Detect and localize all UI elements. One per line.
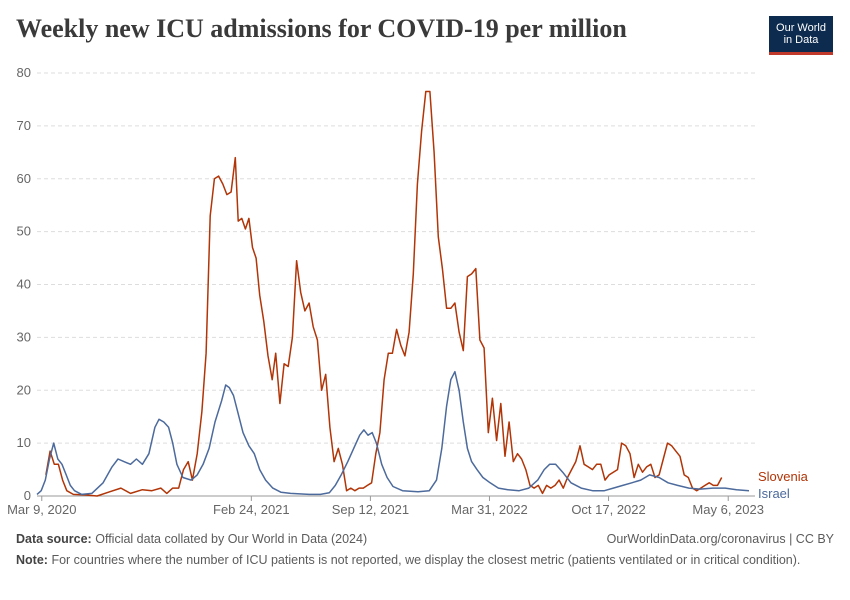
note-label: Note: <box>16 553 48 567</box>
y-tick-label-70: 70 <box>17 118 31 133</box>
x-axis: Mar 9, 2020 Feb 24, 2021 Sep 12, 2021 Mar 3… <box>7 495 764 517</box>
y-tick-label-50: 50 <box>17 224 31 239</box>
slovenia-line[interactable] <box>45 90 723 497</box>
logo-line-1: Our World <box>776 22 826 34</box>
slovenia-series-label[interactable]: Slovenia <box>758 469 809 484</box>
y-tick-label-0: 0 <box>24 488 31 503</box>
x-tick-label-0: Mar 9, 2020 <box>7 502 76 517</box>
source-line: Data source: Official data collated by O… <box>16 532 834 546</box>
y-tick-label-60: 60 <box>17 171 31 186</box>
x-tick-label-3: Mar 31, 2022 <box>451 502 528 517</box>
line-chart[interactable]: 0 10 20 30 40 50 60 70 80 Mar 9, 2020 Feb 24, 202… <box>0 0 850 525</box>
x-tick-label-5: May 6, 2023 <box>692 502 764 517</box>
series-labels[interactable]: Slovenia Israel <box>758 469 809 501</box>
note: Note: For countries where the number of … <box>16 553 834 568</box>
y-tick-label-20: 20 <box>17 382 31 397</box>
y-tick-label-40: 40 <box>17 277 31 292</box>
y-axis: 0 10 20 30 40 50 60 70 80 <box>17 65 31 503</box>
y-tick-label-10: 10 <box>17 435 31 450</box>
x-tick-label-4: Oct 17, 2022 <box>571 502 645 517</box>
chart-title: Weekly new ICU admissions for COVID-19 p… <box>16 14 627 43</box>
y-tick-label-30: 30 <box>17 329 31 344</box>
x-tick-label-1: Feb 24, 2021 <box>213 502 290 517</box>
source-url-link[interactable]: OurWorldinData.org/coronavirus | CC BY <box>606 532 834 546</box>
y-tick-label-80: 80 <box>17 65 31 80</box>
owid-logo[interactable]: Our World in Data <box>769 16 833 55</box>
israel-series-label[interactable]: Israel <box>758 486 790 501</box>
israel-line[interactable] <box>36 370 750 496</box>
logo-line-2: in Data <box>783 34 819 46</box>
source-text: Official data collated by Our World in D… <box>95 532 368 546</box>
y-gridlines <box>37 72 755 444</box>
series-lines[interactable] <box>36 90 750 497</box>
source-label: Data source: <box>16 532 92 546</box>
note-text: For countries where the number of ICU pa… <box>51 553 801 567</box>
x-tick-label-2: Sep 12, 2021 <box>332 502 409 517</box>
